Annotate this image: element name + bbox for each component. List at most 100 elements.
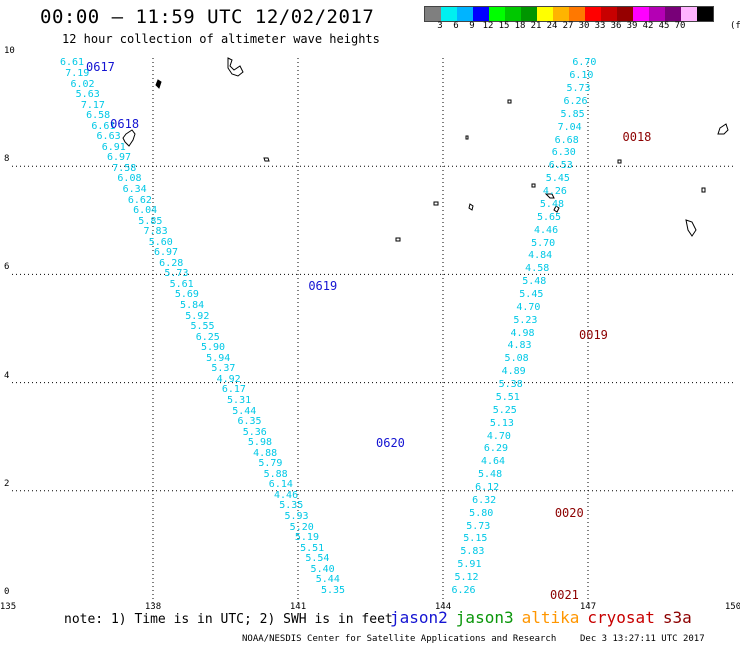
wave-height-value: 6.29 xyxy=(483,443,508,455)
wave-height-value: 6.08 xyxy=(117,173,142,185)
color-swatch xyxy=(697,7,713,21)
color-swatch xyxy=(457,7,473,21)
wave-height-value: 4.70 xyxy=(486,430,511,442)
wave-height-value: 6.26 xyxy=(563,96,588,107)
latitude-label: 8 xyxy=(4,154,10,165)
wave-height-value: 4.46 xyxy=(534,224,559,236)
wave-height-value: 5.44 xyxy=(315,574,340,586)
pass-time-label: 0619 xyxy=(308,279,338,294)
longitude-label: 141 xyxy=(289,602,307,612)
wave-height-value: 5.85 xyxy=(560,108,585,120)
wave-height-value: 5.92 xyxy=(185,310,210,322)
wave-height-value: 5.51 xyxy=(300,542,325,554)
latitude-label: 0 xyxy=(4,587,10,597)
color-scale-label: 27 xyxy=(562,21,574,31)
longitude-label: 144 xyxy=(434,602,452,612)
island xyxy=(617,159,622,164)
map-grid xyxy=(12,58,733,603)
wave-height-value: 6.35 xyxy=(237,416,262,428)
generation-timestamp: Dec 3 13:27:11 UTC 2017 xyxy=(580,634,705,644)
wave-height-value: 5.60 xyxy=(148,236,173,248)
wave-height-value: 6.17 xyxy=(221,384,246,396)
wave-height-value: 5.51 xyxy=(495,391,520,403)
island xyxy=(433,201,439,206)
wave-height-value: 5.85 xyxy=(138,215,163,227)
wave-height-value: 5.40 xyxy=(310,563,335,575)
wave-height-value: 5.65 xyxy=(536,211,562,223)
wave-height-value: 5.69 xyxy=(174,289,199,301)
longitude-label: 147 xyxy=(579,602,597,612)
island xyxy=(395,237,401,242)
color-swatch xyxy=(505,7,521,21)
wave-height-value: 5.48 xyxy=(539,198,564,210)
wave-height-value: 4.70 xyxy=(516,301,541,313)
wave-height-value: 5.37 xyxy=(211,363,236,375)
wave-height-value: 5.83 xyxy=(460,546,485,558)
island-outlines xyxy=(122,57,729,242)
island xyxy=(155,79,162,89)
wave-height-value: 5.44 xyxy=(232,405,257,417)
color-scale-unit: (ft) xyxy=(730,21,740,31)
wave-height-value: 5.93 xyxy=(284,511,309,523)
wave-height-value: 5.48 xyxy=(478,469,503,481)
color-swatch xyxy=(473,7,489,21)
pass-time-label: 0018 xyxy=(622,130,652,145)
color-swatch xyxy=(553,7,569,21)
pass-time-label: 0021 xyxy=(550,587,579,602)
island xyxy=(531,183,536,188)
color-scale-label: 9 xyxy=(469,21,475,31)
color-scale-label: 45 xyxy=(658,21,670,31)
wave-height-value: 6.61 xyxy=(91,120,116,132)
longitude-label: 150 xyxy=(724,602,740,612)
pass-time-label: 0019 xyxy=(579,327,608,342)
pass-time-label: 0618 xyxy=(110,116,140,131)
wave-height-value: 5.63 xyxy=(75,89,100,101)
wave-height-value: 6.28 xyxy=(159,257,184,269)
color-swatch xyxy=(441,7,457,21)
wave-height-value: 6.04 xyxy=(133,205,158,217)
color-scale-label: 6 xyxy=(453,21,459,31)
legend-jason3: jason3 xyxy=(455,608,514,627)
wave-height-value: 4.88 xyxy=(253,447,278,459)
wave-height-value: 6.30 xyxy=(551,147,576,159)
credit-line: NOAA/NESDIS Center for Satellite Applica… xyxy=(242,634,557,644)
wave-height-value: 7.04 xyxy=(557,121,582,133)
wave-height-value: 7.19 xyxy=(65,67,90,79)
island xyxy=(227,57,244,77)
wave-height-value: 5.88 xyxy=(263,468,288,480)
color-swatch xyxy=(601,7,617,21)
color-swatch xyxy=(585,7,601,21)
wave-height-value: 5.91 xyxy=(457,559,482,571)
color-swatch xyxy=(649,7,665,21)
wave-height-value: 6.12 xyxy=(475,481,500,493)
color-scale-label: 21 xyxy=(530,21,542,31)
latitude-label: 4 xyxy=(4,370,10,381)
wave-height-value: 5.45 xyxy=(519,288,544,300)
wave-height-value: 6.97 xyxy=(106,152,132,164)
island xyxy=(685,219,697,237)
longitude-label: 135 xyxy=(0,602,17,612)
island xyxy=(263,157,270,162)
wave-height-value: 5.70 xyxy=(531,237,556,249)
legend-jason2: jason2 xyxy=(390,608,448,627)
wave-height-value: 7.17 xyxy=(80,99,105,111)
legend-s3a: s3a xyxy=(662,608,692,627)
wave-height-value: 4.83 xyxy=(507,340,532,352)
color-scale-label: 36 xyxy=(610,21,622,31)
wave-height-value: 6.10 xyxy=(569,70,594,82)
wave-height-value: 6.25 xyxy=(195,331,220,343)
wave-height-value: 5.12 xyxy=(454,572,479,584)
wave-height-value: 4.92 xyxy=(216,373,241,385)
pass-time-label: 0020 xyxy=(554,506,584,521)
island xyxy=(544,193,555,199)
wave-height-value: 5.73 xyxy=(566,83,591,95)
island xyxy=(468,203,474,211)
wave-height-value: 4.84 xyxy=(528,250,553,262)
wave-height-value: 6.14 xyxy=(268,479,293,491)
wave-height-value: 5.45 xyxy=(545,173,570,185)
wave-height-value: 7.83 xyxy=(143,226,168,238)
wave-height-value: 6.58 xyxy=(86,110,111,122)
latitude-label: 6 xyxy=(4,262,10,273)
wave-height-value: 6.53 xyxy=(548,160,573,172)
color-swatch xyxy=(569,7,585,21)
